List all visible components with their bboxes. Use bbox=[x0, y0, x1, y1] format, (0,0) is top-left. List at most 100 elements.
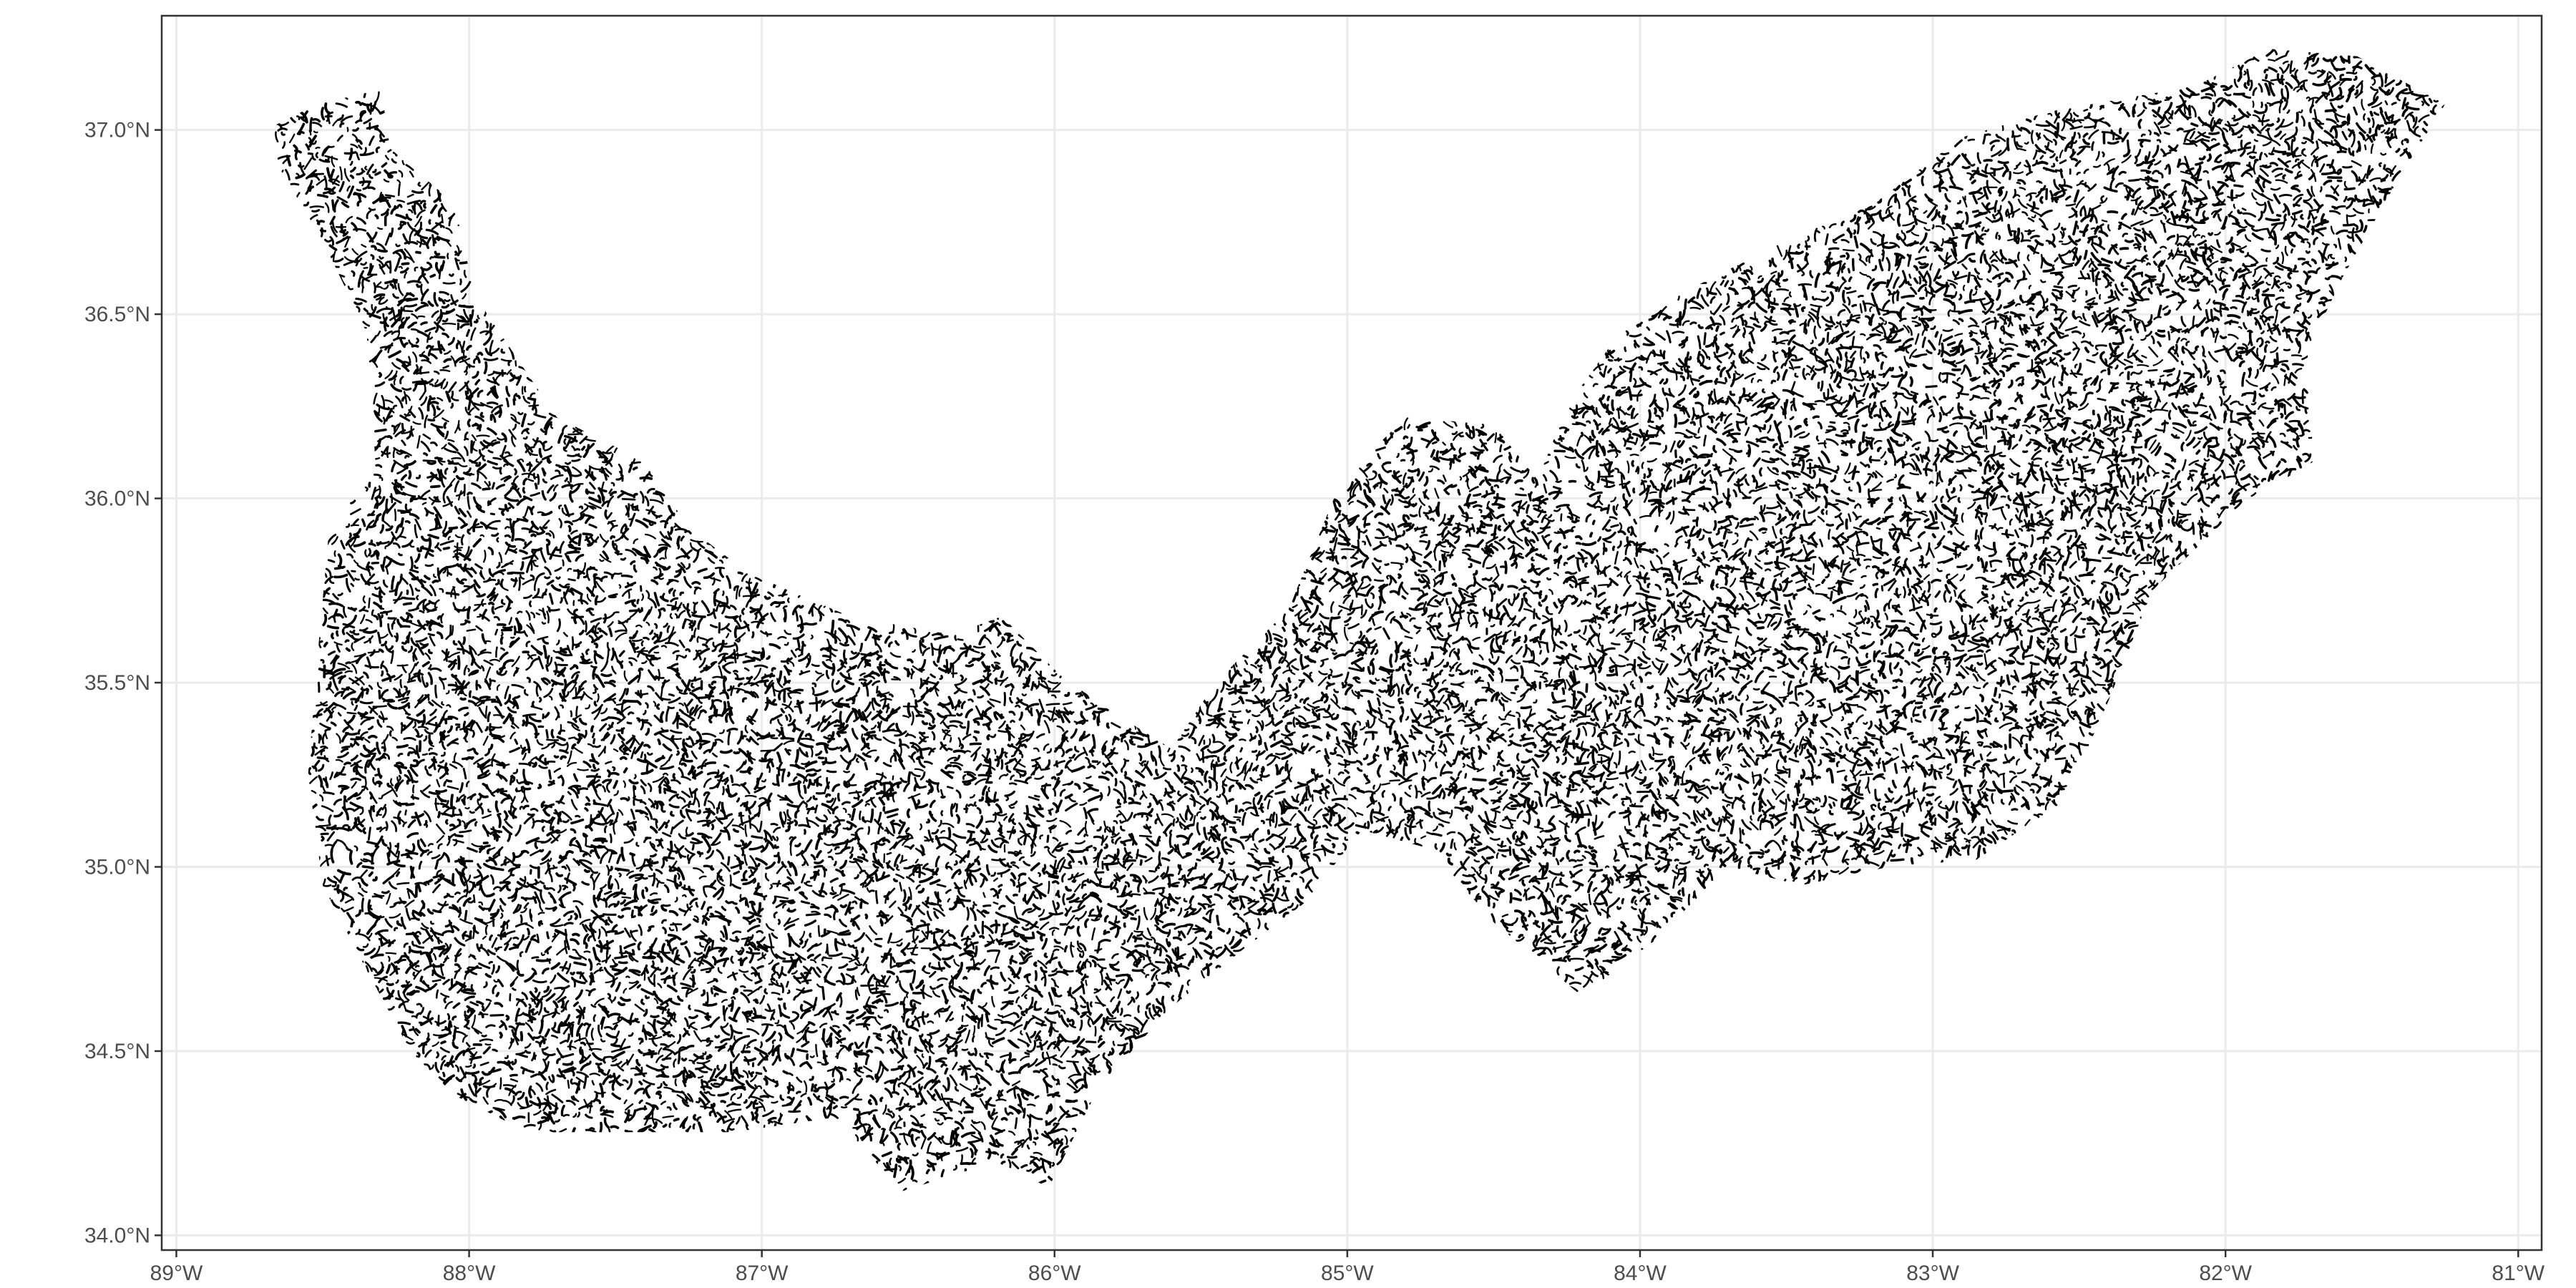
stream-segment bbox=[2015, 162, 2021, 167]
stream-segment bbox=[2262, 164, 2272, 169]
stream-segment bbox=[363, 117, 373, 125]
stream-segment bbox=[2165, 96, 2172, 100]
stream-segment bbox=[2074, 238, 2082, 243]
stream-segment bbox=[324, 157, 330, 162]
stream-segment bbox=[2076, 171, 2081, 176]
stream-segment bbox=[2106, 162, 2110, 171]
stream-segment bbox=[2070, 151, 2077, 157]
stream-segment bbox=[465, 370, 468, 376]
stream-segment bbox=[2197, 240, 2207, 246]
stream-segment bbox=[2346, 89, 2352, 103]
stream-segment bbox=[2052, 138, 2057, 146]
stream-segment bbox=[386, 435, 393, 439]
stream-segment bbox=[2309, 209, 2319, 213]
stream-segment bbox=[376, 91, 380, 102]
stream-segment bbox=[1478, 430, 1482, 437]
stream-segment bbox=[1854, 216, 1861, 225]
stream-segment bbox=[2251, 124, 2262, 135]
stream-segment bbox=[2119, 453, 2127, 458]
stream-segment bbox=[2167, 331, 2171, 341]
stream-segment bbox=[2120, 281, 2124, 288]
stream-segment bbox=[2280, 219, 2285, 231]
stream-segment bbox=[423, 452, 429, 457]
stream-segment bbox=[2280, 74, 2284, 86]
stream-segment bbox=[2290, 139, 2294, 153]
stream-segment bbox=[2150, 407, 2152, 414]
stream-segment bbox=[2182, 200, 2187, 209]
stream-segment bbox=[1715, 344, 1720, 351]
stream-segment bbox=[2016, 251, 2021, 261]
stream-segment bbox=[1812, 469, 1816, 479]
stream-segment bbox=[2138, 200, 2144, 206]
stream-segment bbox=[1901, 294, 1915, 299]
stream-segment bbox=[2216, 196, 2226, 206]
stream-segment bbox=[361, 102, 371, 107]
stream-segment bbox=[2069, 112, 2073, 121]
stream-segment bbox=[406, 193, 414, 198]
stream-segment bbox=[1805, 328, 1808, 335]
stream-segment bbox=[1923, 210, 1928, 214]
stream-segment bbox=[363, 147, 367, 155]
stream-segment bbox=[2049, 190, 2054, 203]
stream-segment bbox=[2163, 182, 2171, 190]
stream-segment bbox=[2187, 225, 2197, 231]
stream-segment bbox=[316, 177, 326, 186]
stream-segment bbox=[2100, 482, 2113, 487]
stream-segment bbox=[2409, 113, 2416, 122]
stream-segment bbox=[2177, 158, 2182, 168]
stream-segment bbox=[2221, 161, 2230, 170]
stream-segment bbox=[2134, 155, 2138, 165]
stream-segment bbox=[2292, 152, 2296, 158]
stream-segment bbox=[2196, 165, 2202, 180]
stream-segment bbox=[2284, 84, 2290, 100]
stream-segment bbox=[357, 281, 361, 288]
stream-segment bbox=[1823, 365, 1827, 374]
stream-segment bbox=[1782, 249, 1787, 260]
stream-segment bbox=[2326, 118, 2337, 125]
stream-segment bbox=[2394, 118, 2401, 126]
stream-segment bbox=[321, 145, 331, 157]
stream-segment bbox=[2265, 340, 2270, 344]
stream-segment bbox=[2109, 177, 2115, 191]
stream-segment bbox=[1624, 499, 1629, 508]
stream-segment bbox=[2214, 231, 2221, 236]
stream-segment bbox=[371, 303, 374, 311]
stream-segment bbox=[336, 114, 344, 122]
stream-segment bbox=[2263, 296, 2268, 308]
stream-segment bbox=[296, 115, 301, 120]
stream-segment bbox=[1885, 412, 1889, 418]
stream-segment bbox=[2297, 162, 2301, 169]
stream-segment bbox=[1888, 209, 1895, 221]
stream-segment bbox=[2329, 94, 2341, 102]
stream-segment bbox=[1933, 247, 1943, 252]
stream-segment bbox=[339, 166, 343, 181]
stream-segment bbox=[1850, 438, 1853, 449]
stream-segment bbox=[370, 254, 375, 260]
stream-segment bbox=[2230, 243, 2235, 253]
stream-segment bbox=[2323, 130, 2335, 140]
stream-segment bbox=[485, 321, 489, 328]
stream-segment bbox=[1849, 346, 1864, 349]
stream-segment bbox=[401, 160, 405, 165]
stream-segment bbox=[2143, 199, 2156, 210]
stream-segment bbox=[2283, 203, 2290, 216]
stream-segment bbox=[2186, 180, 2199, 190]
stream-segment bbox=[2098, 236, 2102, 247]
stream-segment bbox=[2261, 79, 2275, 85]
stream-segment bbox=[2242, 94, 2252, 99]
stream-segment bbox=[2140, 169, 2150, 173]
stream-segment bbox=[2147, 369, 2158, 372]
stream-segment bbox=[1995, 133, 2001, 139]
stream-segment bbox=[2163, 113, 2172, 125]
stream-segment bbox=[2239, 248, 2245, 253]
stream-segment bbox=[2343, 180, 2348, 189]
stream-segment bbox=[1932, 162, 1939, 170]
stream-segment bbox=[366, 163, 374, 175]
stream-segment bbox=[2161, 203, 2170, 213]
stream-segment bbox=[1835, 434, 1847, 437]
stream-segment bbox=[2258, 83, 2263, 93]
stream-segment bbox=[2182, 185, 2187, 197]
stream-segment bbox=[419, 237, 422, 248]
stream-segment bbox=[2152, 109, 2163, 119]
stream-segment bbox=[335, 102, 348, 108]
